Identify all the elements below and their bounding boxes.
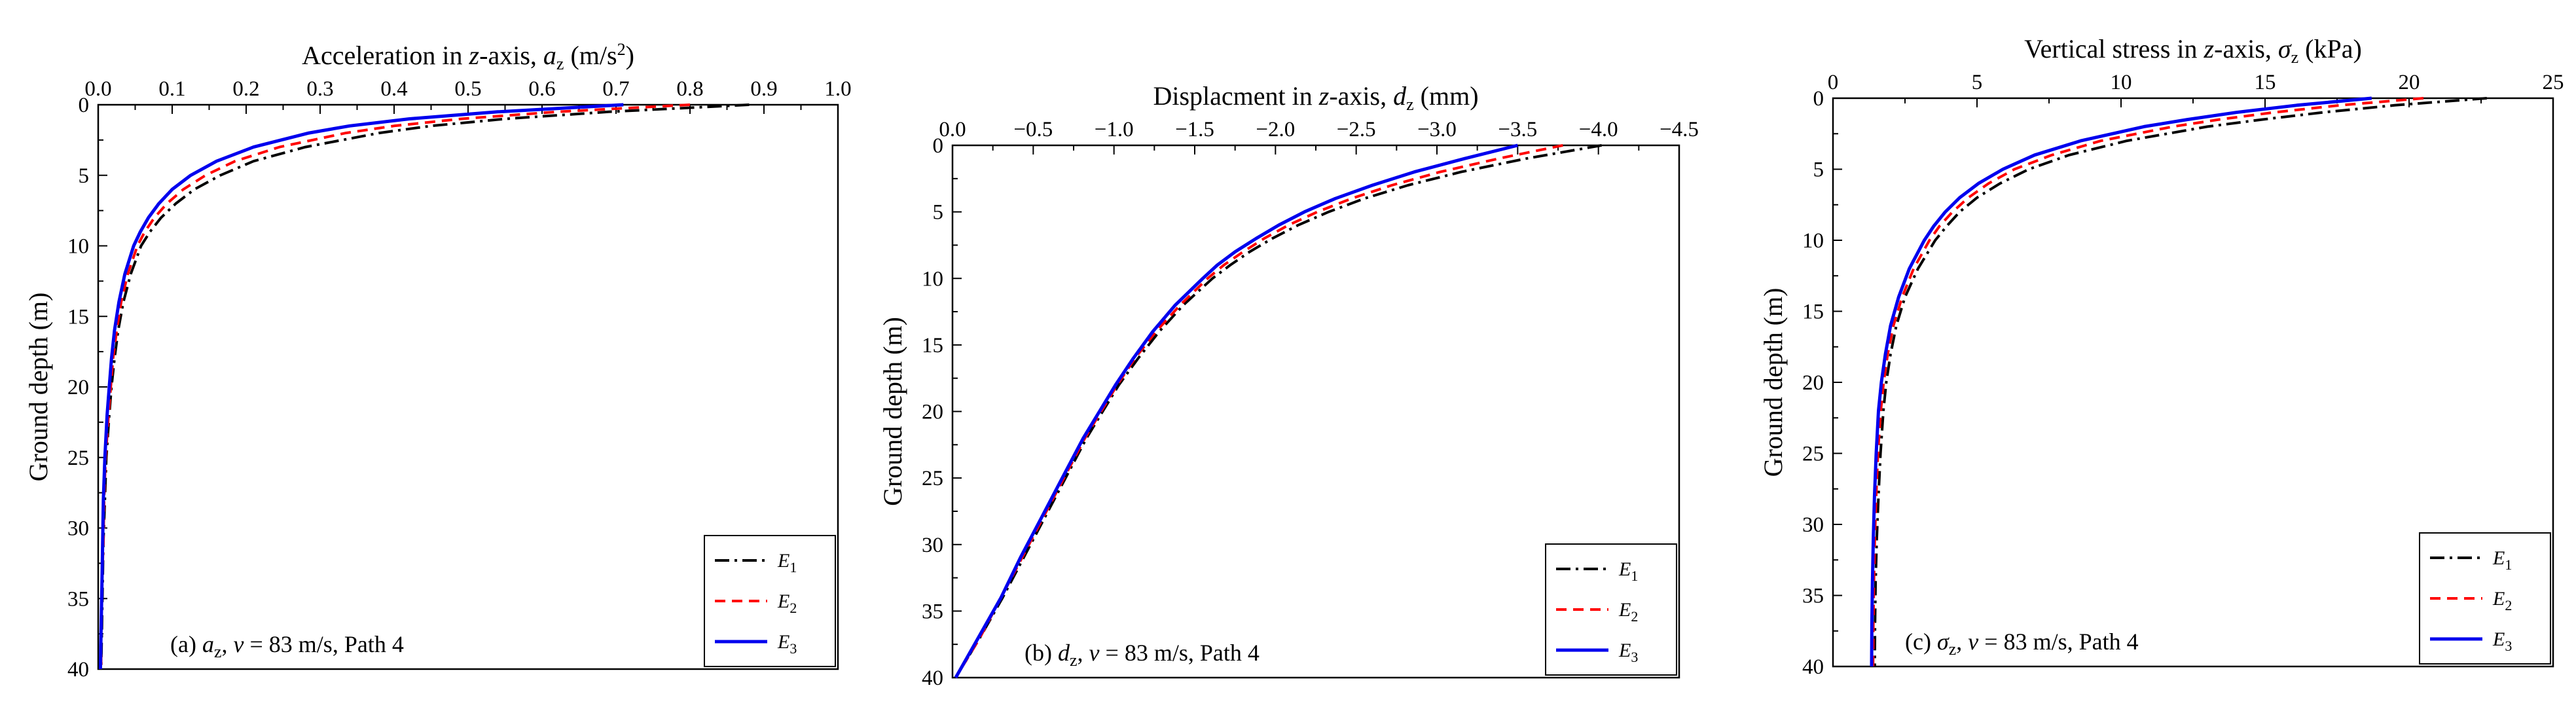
panel-2-x-tick-label: −0.5: [1013, 118, 1053, 141]
panel-3-legend-label-e2: E2: [2492, 588, 2512, 613]
panel-1-x-tick-label: 0.0: [84, 77, 111, 101]
panel-2-x-tick-label: −3.0: [1417, 118, 1457, 141]
panel-3-y-tick-label: 35: [1802, 585, 1824, 608]
panel-1-y-tick-label: 15: [67, 305, 89, 329]
panel-1-y-axis-title: Ground depth (m): [24, 293, 53, 482]
panel-1-x-tick-label: 0.6: [528, 77, 555, 101]
panel-2-x-tick-label: −2.5: [1337, 118, 1376, 141]
panel-2-legend-label-e1: E1: [1618, 558, 1638, 584]
panel-2-legend-label-e3: E3: [1618, 640, 1638, 665]
panel-1-series-e1-line: [100, 103, 750, 670]
panel-2-y-tick-label: 40: [922, 666, 943, 690]
panel-1-legend-label-e2: E2: [777, 591, 797, 616]
panel-1-y-tick-label: 35: [67, 587, 89, 611]
panel-1-y-tick-label: 40: [67, 658, 89, 682]
panel-3-legend-box: [2419, 532, 2551, 665]
panel-2-legend-label-e2: E2: [1618, 599, 1638, 625]
panel-3-y-tick-label: 15: [1802, 301, 1824, 324]
panel-2-legend: E1 E2 E3: [1545, 543, 1677, 676]
panel-2-y-tick-label: 0: [933, 134, 944, 158]
panel-1-x-tick-label: 0.8: [676, 77, 703, 101]
panel-2-annotation: (b) dz, v = 83 m/s, Path 4: [1025, 640, 1260, 670]
panel-3-y-tick-label: 40: [1802, 655, 1824, 679]
panel-3-y-axis-title: Ground depth (m): [1758, 288, 1788, 477]
panel-1-y-tick-label: 25: [67, 447, 89, 470]
panel-1-y-tick-label: 20: [67, 376, 89, 399]
panel-1-x-tick-label: 0.1: [158, 77, 185, 101]
panel-1-legend: E1 E2 E3: [704, 535, 836, 667]
panel-1-y-tick-label: 10: [67, 235, 89, 259]
panel-3-y-tick-label: 30: [1802, 513, 1824, 537]
panel-3-annotation: (c) σz, v = 83 m/s, Path 4: [1905, 629, 2139, 659]
panel-1-x-tick-label: 1.0: [824, 77, 851, 101]
panel-2-x-tick-label: −4.0: [1579, 118, 1618, 141]
panel-1-y-tick-label: 5: [79, 164, 90, 188]
panel-1-x-axis-title: Acceleration in z-axis, az (m/s2): [302, 40, 634, 73]
panel-3-series-e1-line: [1873, 97, 2487, 667]
panel-3-y-tick-label: 5: [1813, 158, 1824, 182]
panel-3-legend: E1 E2 E3: [2419, 532, 2551, 665]
panel-2-y-tick-label: 30: [922, 534, 943, 557]
panel-1-legend-label-e1: E1: [777, 550, 797, 575]
panel-1-x-tick-label: 0.4: [380, 77, 407, 101]
panel-2-x-tick-label: −2.0: [1256, 118, 1295, 141]
panel-2-y-tick-label: 20: [922, 401, 943, 424]
panel-3: 0 5 10 15 20 25 0 5 10 15 20 25 30 35 40 Vertical stres…: [1758, 34, 2564, 679]
panel-3-series-e3-line: [1870, 96, 2372, 667]
panel-1-y-tick-label: 0: [79, 94, 90, 117]
panel-3-legend-label-e1: E1: [2492, 547, 2512, 573]
panel-2-y-tick-label: 15: [922, 334, 943, 357]
panel-3-x-axis-title: Vertical stress in z-axis, σz (kPa): [2024, 34, 2362, 67]
panel-2-y-tick-label: 25: [922, 467, 943, 490]
panel-1-x-tick-label: 0.7: [602, 77, 629, 101]
panel-3-x-tick-label: 25: [2543, 71, 2564, 94]
panel-2-series-e2-line: [954, 144, 1563, 679]
panel-2: 0.0 −0.5 −1.0 −1.5 −2.0 −2.5 −3.0 −3.5 −4.0 −4.5 0…: [878, 81, 1699, 690]
panel-2-y-tick-label: 10: [922, 267, 943, 291]
panel-2-x-tick-label: −1.0: [1095, 118, 1134, 141]
panel-1-annotation: (a) az, v = 83 m/s, Path 4: [170, 631, 404, 661]
panel-1-legend-box: [704, 535, 836, 667]
panel-3-x-tick-label: 5: [1972, 71, 1983, 94]
panel-3-x-tick-label: 10: [2111, 71, 2132, 94]
panel-1: 0.0 0.1 0.2 0.3 0.4 0.5 0.6 0.7 0.8 0.9 1.0 0 5 10 15 2…: [24, 40, 852, 682]
panel-1-series-e3-line: [98, 103, 624, 670]
panel-2-y-tick-label: 5: [933, 201, 944, 225]
panel-3-y-tick-label: 10: [1802, 229, 1824, 253]
panel-1-series-e2-line: [100, 103, 691, 669]
panel-2-y-axis-title: Ground depth (m): [878, 317, 907, 506]
panel-1-x-tick-label: 0.5: [454, 77, 481, 101]
panel-2-x-tick-label: −3.5: [1498, 118, 1537, 141]
panel-1-legend-label-e3: E3: [777, 631, 797, 657]
panel-3-x-tick-label: 20: [2399, 71, 2420, 94]
panel-2-y-tick-label: 35: [922, 600, 943, 623]
panel-1-x-tick-label: 0.9: [750, 77, 777, 101]
panel-3-y-tick-label: 20: [1802, 371, 1824, 395]
panel-3-x-tick-label: 0: [1828, 71, 1839, 94]
panel-2-x-tick-label: −4.5: [1660, 118, 1699, 141]
panel-1-y-tick-label: 30: [67, 517, 89, 541]
panel-1-x-tick-label: 0.2: [232, 77, 259, 101]
panel-2-series-e3-line: [954, 143, 1518, 679]
panel-3-series-e2-line: [1872, 97, 2424, 667]
panel-3-y-tick-label: 25: [1802, 443, 1824, 466]
panel-2-legend-box: [1545, 543, 1677, 676]
panel-3-y-tick-label: 0: [1813, 87, 1824, 111]
panel-2-series-e1-line: [954, 144, 1602, 679]
panel-2-x-axis-title: Displacment in z-axis, dz (mm): [1153, 81, 1478, 114]
panel-3-x-tick-label: 15: [2255, 71, 2276, 94]
panel-1-x-tick-label: 0.3: [306, 77, 333, 101]
panel-2-x-tick-label: −1.5: [1175, 118, 1214, 141]
panel-3-legend-label-e3: E3: [2492, 629, 2512, 654]
panel-2-x-tick-label: 0.0: [939, 118, 966, 141]
